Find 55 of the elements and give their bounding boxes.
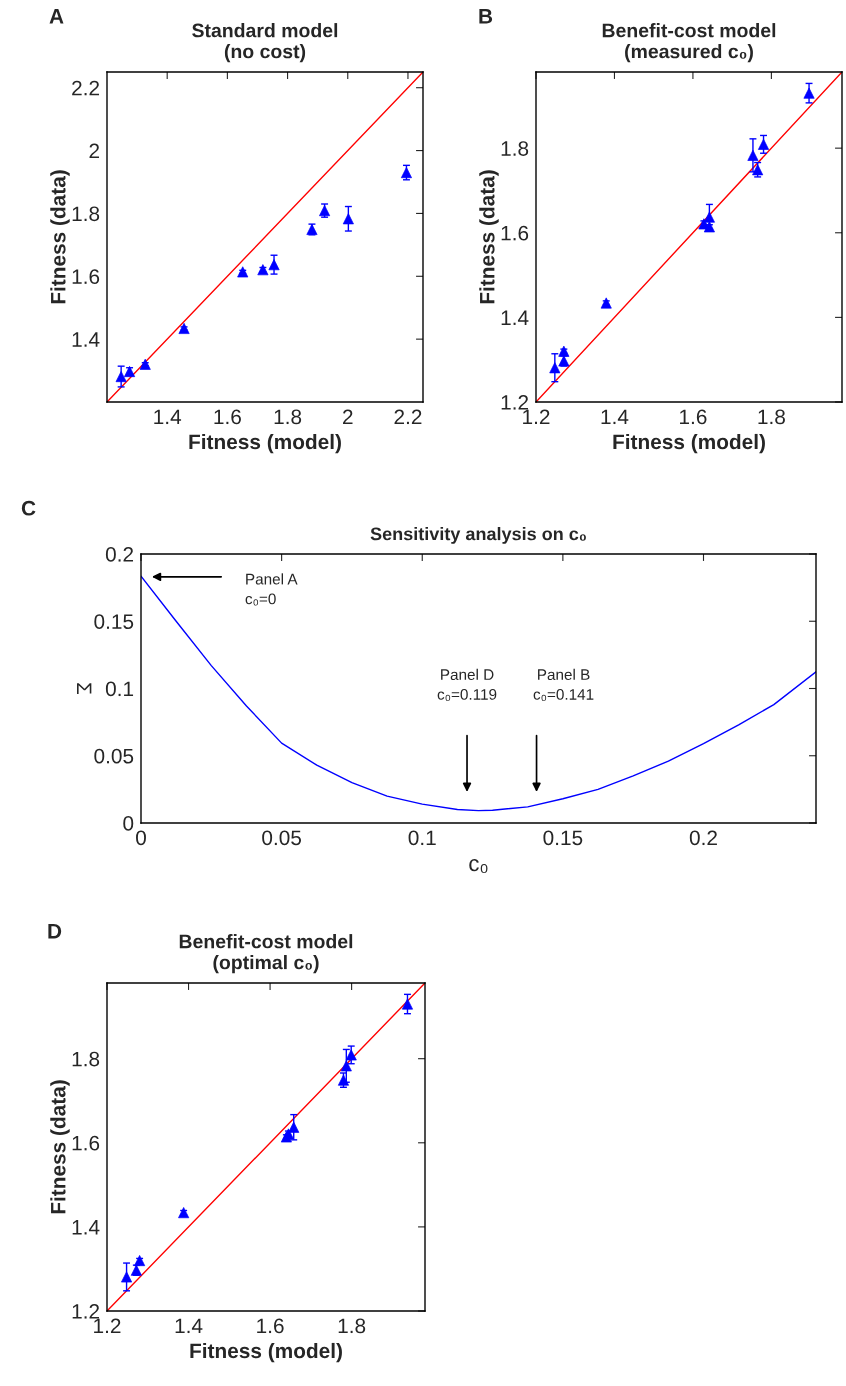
y-tick-label: 1.6: [72, 269, 100, 285]
y-tick-label: 1.2: [501, 395, 529, 410]
x-tick-label: 0.1: [408, 830, 436, 846]
x-axis-title: Fitness (model): [189, 433, 341, 454]
y-tick-label: 1.8: [72, 1051, 100, 1067]
y-tick-label: 0.1: [105, 681, 134, 697]
x-axis-title: Fitness (model): [190, 1342, 342, 1363]
y-axis-title: Fitness (data): [479, 170, 499, 304]
text: B: [479, 9, 493, 24]
x-tick-label: 1.8: [338, 1318, 366, 1334]
x-axis-title: c₀: [469, 859, 488, 874]
x-axis-title: Fitness (model): [613, 433, 765, 454]
y-tick-label: 0: [123, 816, 134, 831]
y-tick-label: 2.2: [72, 80, 100, 96]
x-tick-label: 2: [343, 409, 353, 425]
y-tick-label: 0.2: [105, 547, 134, 562]
x-tick-label: 0.15: [543, 830, 583, 846]
y-tick-label: 1.4: [72, 332, 100, 347]
chart-title: Standard model (no cost): [192, 23, 338, 63]
text: C: [21, 500, 36, 516]
y-tick-label: 1.8: [72, 206, 100, 222]
x-tick-label: 0.05: [262, 830, 302, 846]
y-tick-label: 0.05: [94, 748, 134, 764]
x-tick-label: 1.4: [601, 409, 629, 425]
y-tick-label: 1.4: [72, 1220, 100, 1235]
y-axis-title: Fitness (data): [50, 170, 70, 304]
y-tick-label: 1.6: [501, 225, 529, 241]
annotation: Panel B c₀=0.141: [533, 668, 594, 702]
x-tick-label: 1.6: [214, 409, 241, 425]
x-tick-label: 1.4: [175, 1318, 203, 1334]
annotation: Panel D c₀=0.119: [437, 668, 497, 702]
y-tick-label: 2: [89, 143, 100, 159]
x-tick-label: 1.6: [680, 409, 707, 425]
x-tick-label: 1.2: [523, 409, 550, 425]
y-tick-label: 1.6: [72, 1135, 100, 1151]
chart-title: Benefit-cost model (optimal c₀): [179, 934, 353, 974]
y-tick-label: 0.15: [94, 614, 134, 629]
x-tick-label: 1.4: [154, 409, 182, 425]
text: D: [48, 924, 62, 939]
y-tick-label: 1.2: [72, 1304, 100, 1319]
y-axis-title: Fitness (data): [50, 1080, 70, 1214]
annotation: Panel A c₀=0: [245, 573, 298, 606]
x-tick-label: 1.6: [257, 1318, 284, 1334]
chart-title: Sensitivity analysis on c₀: [370, 527, 586, 544]
text: A: [49, 9, 64, 24]
x-tick-label: 0.2: [689, 830, 717, 846]
chart-title: Benefit-cost model (measured c₀): [602, 23, 776, 63]
x-tick-label: 1.8: [758, 409, 785, 425]
line-series: [141, 575, 816, 812]
x-tick-label: 2.2: [394, 409, 422, 425]
y-axis-title: Σ: [77, 683, 92, 695]
x-tick-label: 0: [136, 830, 146, 846]
y-tick-label: 1.8: [501, 141, 529, 156]
y-tick-label: 1.4: [501, 310, 529, 325]
x-tick-label: 1.8: [274, 409, 302, 425]
